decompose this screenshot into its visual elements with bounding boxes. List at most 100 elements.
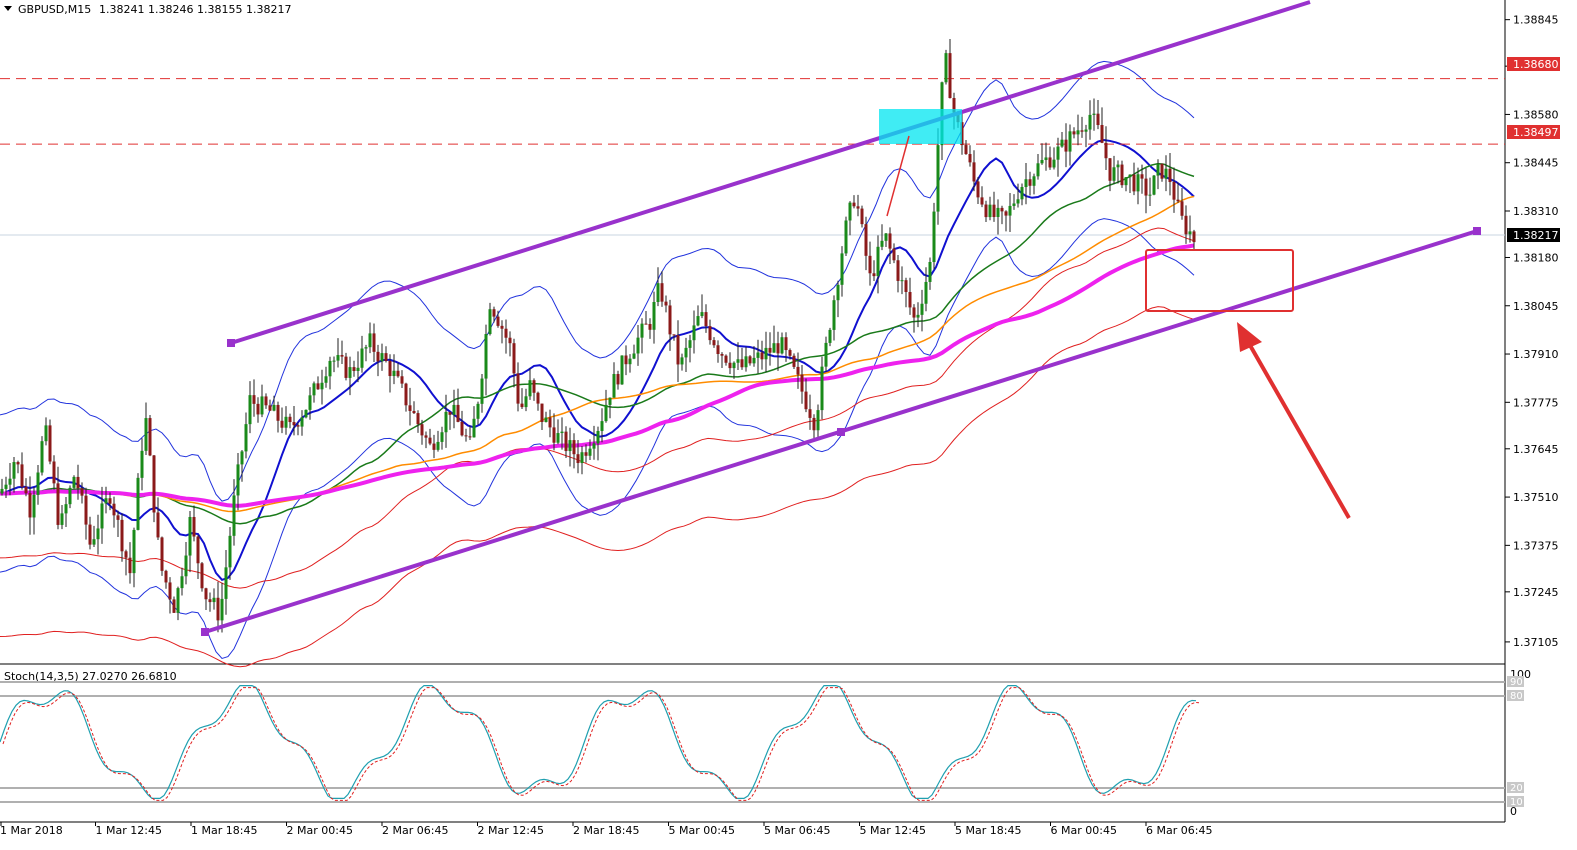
stoch-tick: 90 <box>1510 677 1523 688</box>
candle-body <box>820 366 824 411</box>
candle-body <box>824 342 828 367</box>
candle-body <box>376 351 380 362</box>
candle-body <box>388 360 392 377</box>
candle-body <box>1088 114 1092 130</box>
candle-body <box>760 352 764 360</box>
candle-body <box>268 405 272 411</box>
price-tick-label: 1.37105 <box>1513 636 1559 649</box>
candle-body <box>312 383 316 396</box>
candle-body <box>788 350 792 356</box>
candle-body <box>1116 164 1120 168</box>
candle-body <box>68 487 72 505</box>
candle-body <box>1156 163 1160 176</box>
level-label: 1.38497 <box>1513 126 1559 139</box>
candle-body <box>1120 164 1124 186</box>
candle-body <box>908 291 912 308</box>
channel-lines <box>201 0 1481 636</box>
price-tick-label: 1.38845 <box>1513 14 1559 27</box>
candle-body <box>524 396 528 408</box>
candle-body <box>604 404 608 422</box>
candle-body <box>920 303 924 315</box>
candle-body <box>224 567 228 599</box>
candle-body <box>712 340 716 346</box>
ohlc-values: 1.38241 1.38246 1.38155 1.38217 <box>99 3 291 16</box>
candle-body <box>80 488 84 496</box>
candle-body <box>1108 158 1112 181</box>
candle-body <box>300 417 304 427</box>
candle-body <box>404 383 408 406</box>
candle-body <box>260 396 264 415</box>
candle-body <box>36 472 40 495</box>
candle-body <box>812 417 816 431</box>
candle-body <box>48 425 52 462</box>
candle-body <box>1132 174 1136 192</box>
candle-body <box>272 404 276 411</box>
candle-body <box>568 440 572 452</box>
candle-body <box>288 416 292 423</box>
candle-body <box>432 443 436 450</box>
candle-body <box>1112 167 1116 181</box>
candle-body <box>816 410 820 431</box>
candle-body <box>896 260 900 281</box>
candle-body <box>648 324 652 330</box>
candle-body <box>176 588 180 613</box>
candle-body <box>1148 194 1152 196</box>
small-red-line <box>886 135 910 217</box>
candle-body <box>680 357 684 365</box>
candle-body <box>892 248 896 261</box>
candle-body <box>612 374 616 398</box>
price-tick-label: 1.38180 <box>1513 251 1559 264</box>
candle-body <box>980 197 984 205</box>
candle-body <box>596 430 600 444</box>
candle-body <box>132 529 136 574</box>
candle-body <box>428 437 432 444</box>
price-tick-label: 1.37645 <box>1513 443 1559 456</box>
candle-body <box>952 98 956 113</box>
candle-body <box>616 374 620 385</box>
current-price-label-bg <box>1507 228 1560 242</box>
candle-body <box>876 246 880 277</box>
candle-body <box>180 576 184 589</box>
candle-body <box>1016 199 1020 204</box>
candle-body <box>496 316 500 326</box>
candle-body <box>32 494 36 518</box>
candle-body <box>372 333 376 352</box>
current-price-label: 1.38217 <box>1513 229 1559 242</box>
candle-body <box>392 370 396 377</box>
price-tick-label: 1.37510 <box>1513 491 1559 504</box>
candle-body <box>1140 174 1144 179</box>
candle-body <box>416 413 420 425</box>
candle-body <box>792 355 796 367</box>
candle-body <box>252 395 256 404</box>
time-tick-label: 5 Mar 00:45 <box>669 824 735 837</box>
candle-body <box>216 597 220 621</box>
candle-body <box>512 343 516 374</box>
horizontal-levels <box>0 78 1505 145</box>
stoch-label: Stoch(14,3,5) 27.0270 26.6810 <box>4 670 177 683</box>
candle-body <box>696 316 700 326</box>
candle-body <box>836 284 840 301</box>
candle-body <box>1180 201 1184 216</box>
candle-body <box>136 477 140 530</box>
candle-body <box>688 340 692 348</box>
candle-body <box>532 380 536 393</box>
candle-body <box>716 345 720 355</box>
candle-body <box>88 524 92 545</box>
candle-body <box>460 421 464 436</box>
lower-band-red <box>0 306 1195 668</box>
candle-body <box>536 392 540 404</box>
price-axis: 1.388451.387151.385801.384451.383101.381… <box>1505 14 1559 649</box>
candle-body <box>0 488 4 494</box>
level-label: 1.38680 <box>1513 58 1559 71</box>
candle-body <box>796 366 800 375</box>
candle-body <box>924 281 928 304</box>
candle-body <box>992 204 996 217</box>
candle-body <box>12 462 16 479</box>
candle-body <box>184 555 188 577</box>
candle-body <box>1032 176 1036 186</box>
candle-body <box>1000 207 1004 212</box>
candle-body <box>160 537 164 571</box>
time-tick-label: 5 Mar 06:45 <box>764 824 830 837</box>
